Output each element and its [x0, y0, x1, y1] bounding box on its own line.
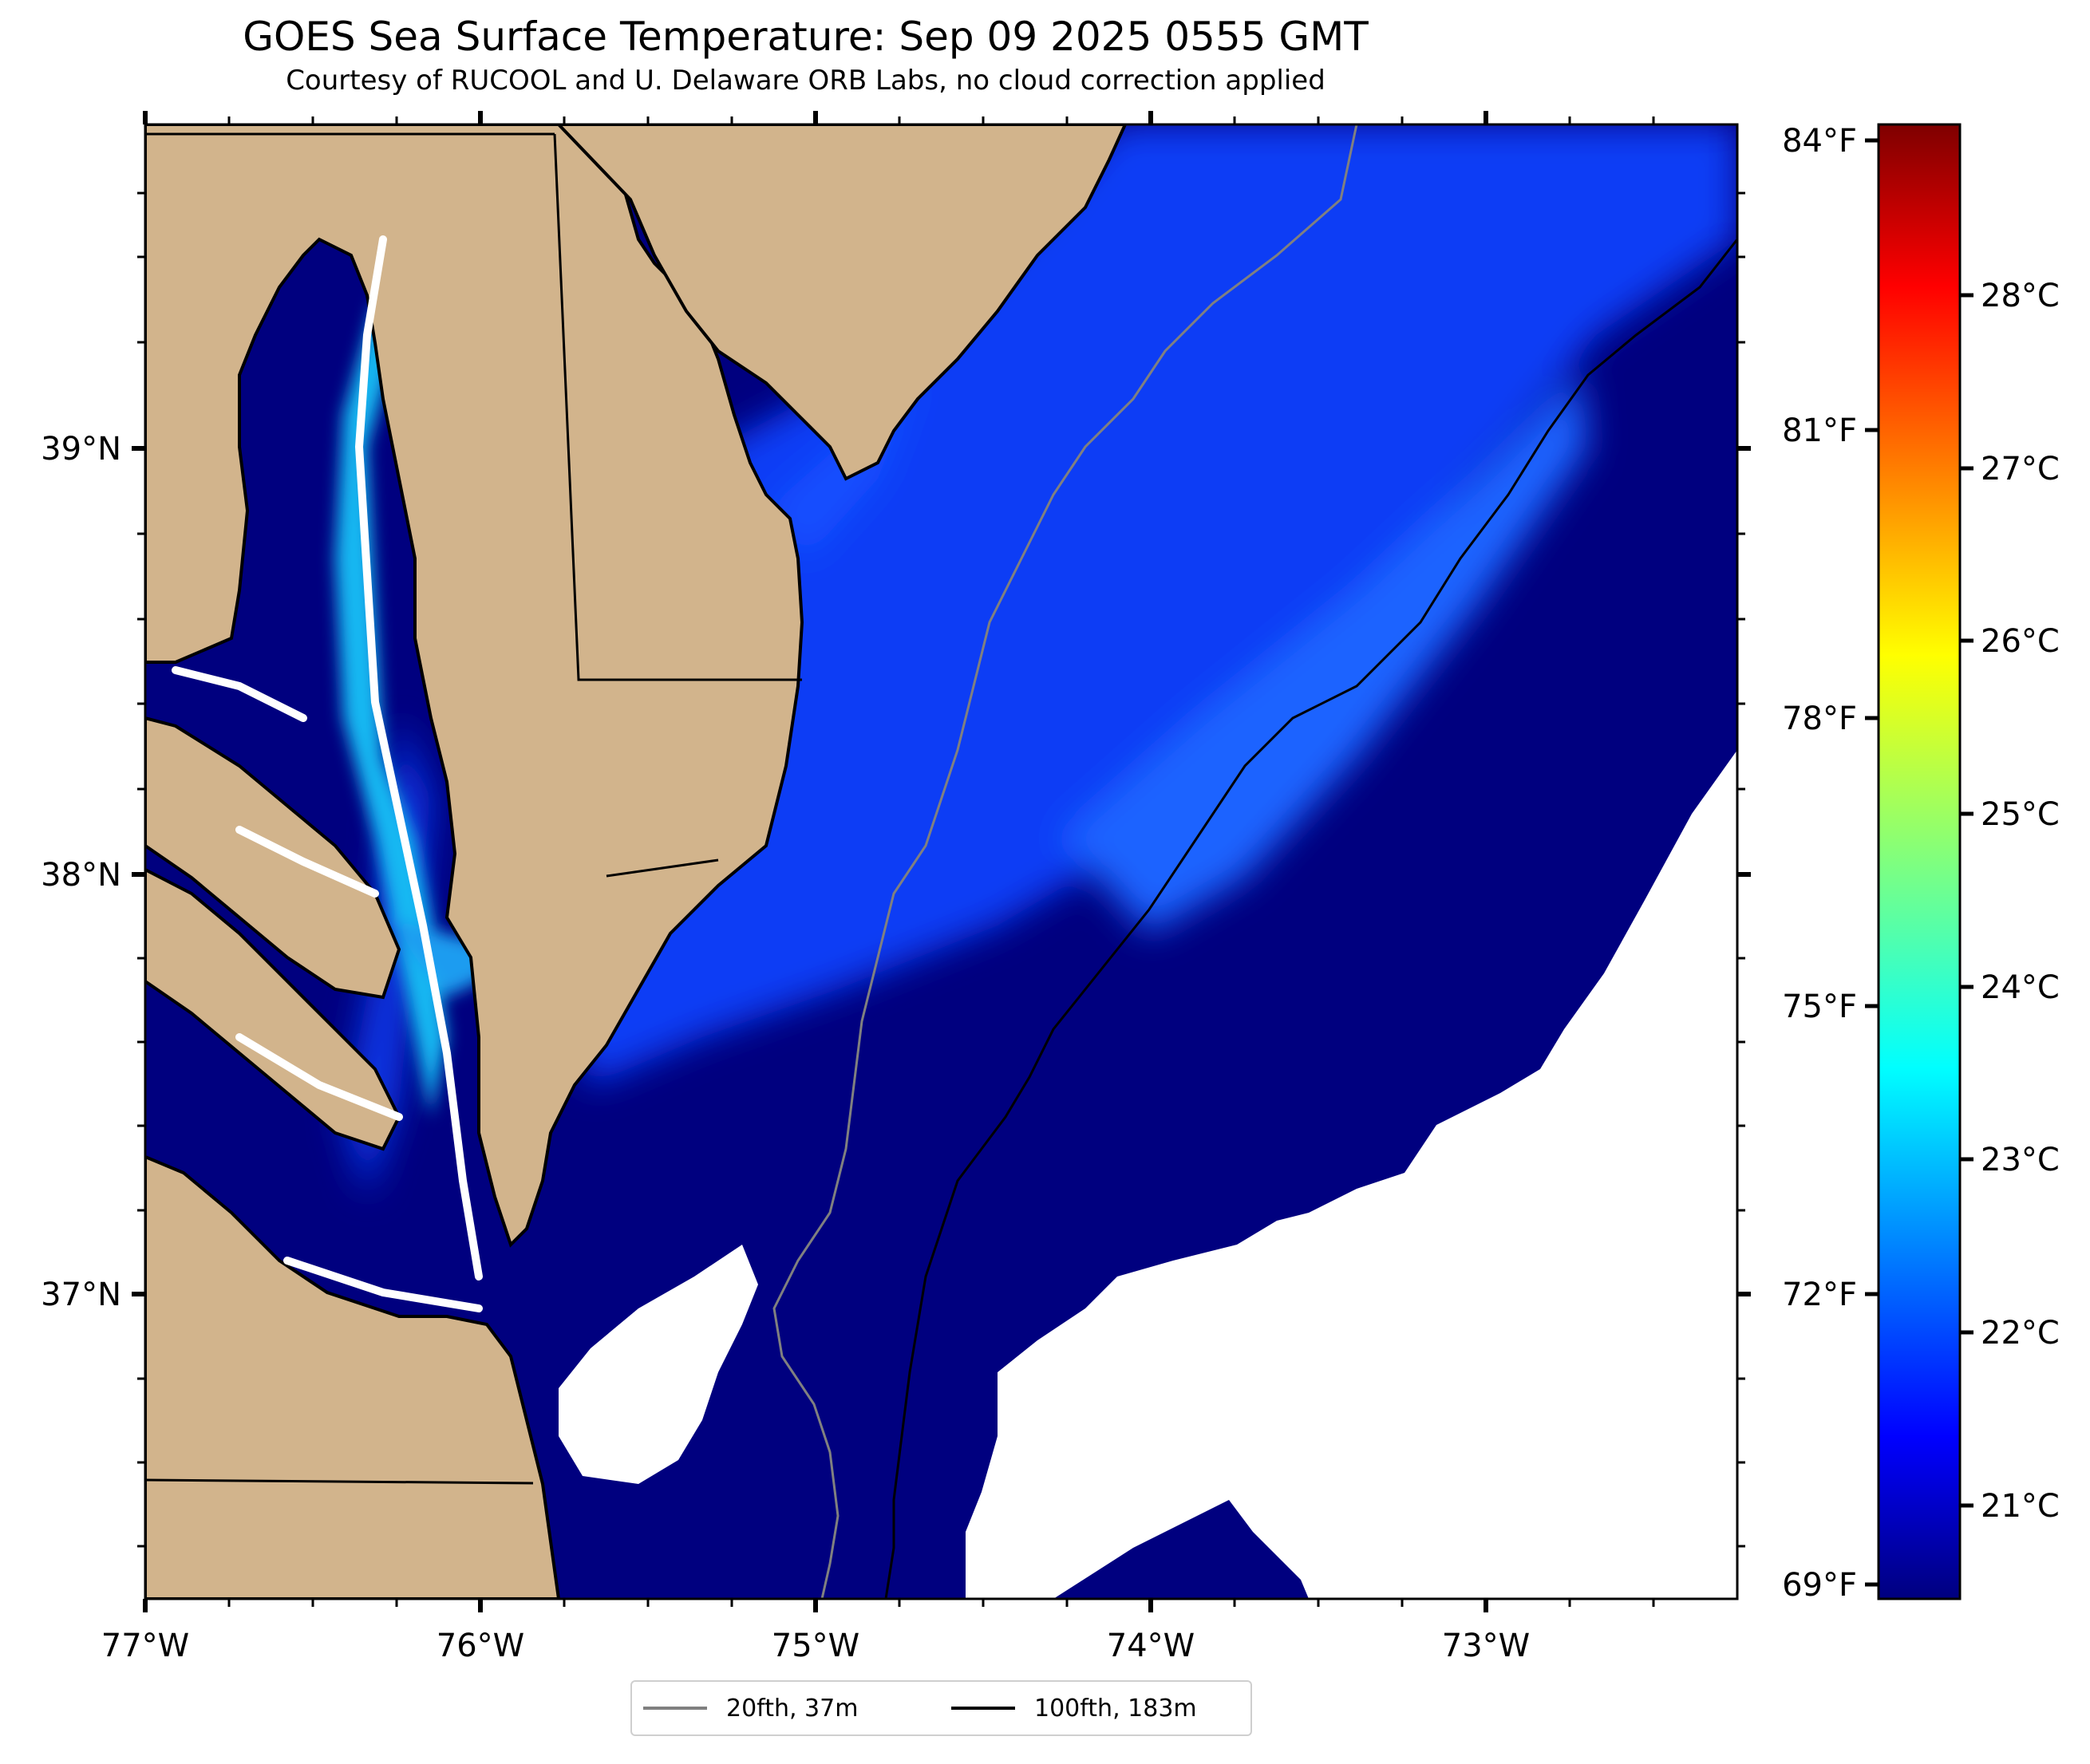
colorbar-c-label: 25°C [1981, 796, 2060, 833]
colorbar-c-label: 23°C [1981, 1142, 2060, 1178]
map-title: GOES Sea Surface Temperature: Sep 09 202… [243, 14, 1369, 60]
colorbar-f-label: 78°F [1782, 700, 1857, 737]
lon-minor-ticks [227, 116, 1655, 1607]
colorbar-c-label: 27°C [1981, 451, 2060, 487]
legend-item-20fth: 20fth, 37m [643, 1682, 858, 1734]
colorbar-c-label: 24°C [1981, 969, 2060, 1006]
lon-label: 73°W [1442, 1628, 1530, 1664]
lon-label: 77°W [101, 1628, 189, 1664]
bay-water [172, 235, 483, 1312]
legend-swatch [643, 1707, 707, 1710]
colorbar-c-label: 26°C [1981, 623, 2060, 660]
map-subtitle: Courtesy of RUCOOL and U. Delaware ORB L… [286, 65, 1326, 97]
colorbar-c-label: 22°C [1981, 1315, 2060, 1352]
colorbar-f-label: 84°F [1782, 123, 1857, 160]
land [145, 124, 1128, 1599]
lat-label: 37°N [41, 1277, 121, 1313]
colorbar-f-label: 69°F [1782, 1567, 1857, 1604]
map-plot-area [145, 124, 1737, 1599]
plot-frame [144, 123, 1739, 1600]
colorbar-f-label: 81°F [1782, 412, 1857, 449]
state-borders [145, 132, 802, 1485]
colorbar-f-label: 72°F [1782, 1277, 1857, 1313]
lon-label: 74°W [1107, 1628, 1195, 1664]
colorbar-f-ticks [1865, 138, 1879, 1587]
no-data-regions [559, 750, 1737, 1599]
lat-label: 38°N [41, 857, 121, 894]
colorbar-f-label: 75°F [1782, 989, 1857, 1025]
isobath-100fth [884, 239, 1737, 1599]
lat-ticks [132, 446, 1751, 1296]
lat-label: 39°N [41, 431, 121, 468]
lon-label: 75°W [772, 1628, 859, 1664]
isobath-20fth [772, 124, 1358, 1599]
colorbar [1877, 123, 1962, 1600]
legend: 20fth, 37m 100fth, 183m [630, 1680, 1252, 1736]
lon-label: 76°W [437, 1628, 524, 1664]
lat-minor-ticks [137, 191, 1745, 1548]
legend-swatch [951, 1707, 1015, 1710]
legend-label: 20fth, 37m [726, 1694, 859, 1723]
legend-label: 100fth, 183m [1034, 1694, 1197, 1723]
colorbar-c-label: 28°C [1981, 278, 2060, 314]
colorbar-c-ticks [1960, 293, 1973, 1508]
colorbar-c-label: 21°C [1981, 1488, 2060, 1525]
lon-ticks [143, 111, 1488, 1612]
legend-item-100fth: 100fth, 183m [951, 1682, 1197, 1734]
